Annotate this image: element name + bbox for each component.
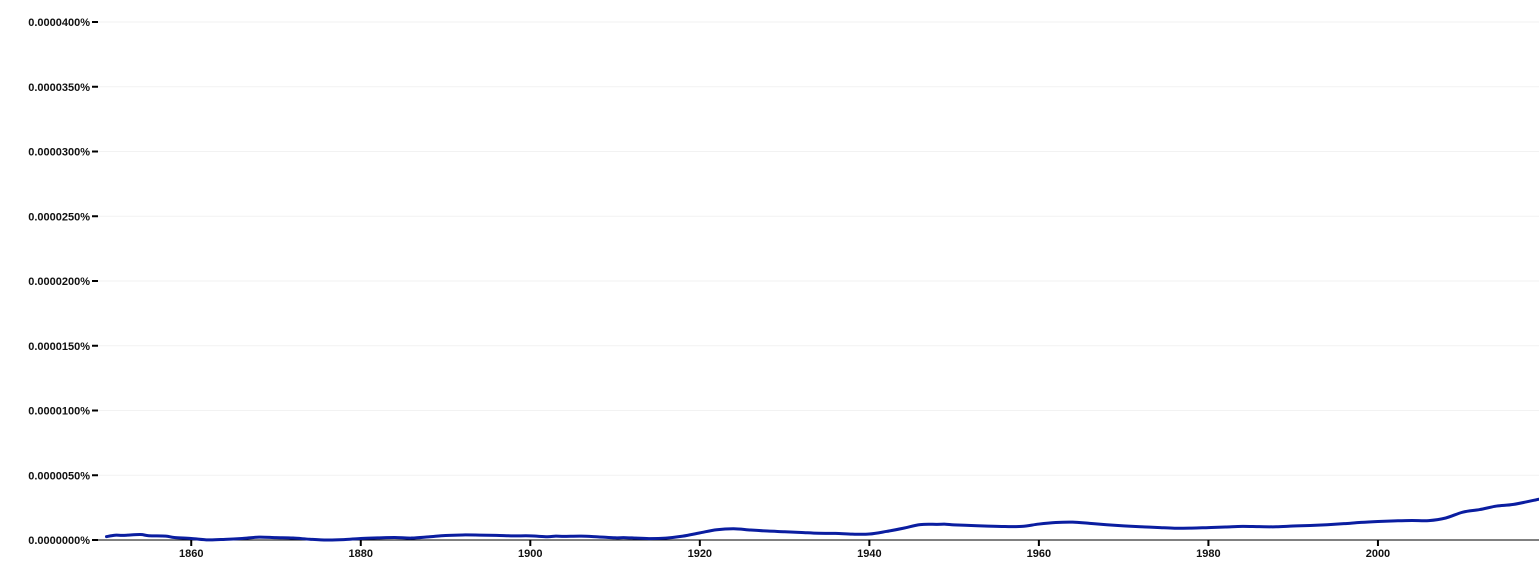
y-tick-label: 0.0000300% bbox=[28, 147, 90, 159]
x-tick-label: 2000 bbox=[1366, 548, 1390, 560]
y-tick-label: 0.0000200% bbox=[28, 276, 90, 288]
x-tick-label: 1880 bbox=[349, 548, 373, 560]
y-tick-label: 0.0000350% bbox=[28, 82, 90, 94]
y-tick-label: 0.0000000% bbox=[28, 535, 90, 547]
y-tick-label: 0.0000400% bbox=[28, 17, 90, 29]
x-tick-label: 1900 bbox=[518, 548, 542, 560]
x-tick-label: 1960 bbox=[1027, 548, 1051, 560]
x-tick-label: 1940 bbox=[857, 548, 881, 560]
x-tick-label: 1980 bbox=[1196, 548, 1220, 560]
y-tick-label: 0.0000150% bbox=[28, 341, 90, 353]
x-tick-label: 1920 bbox=[688, 548, 712, 560]
y-tick-label: 0.0000250% bbox=[28, 211, 90, 223]
series-line-0 bbox=[104, 497, 1539, 542]
series-layer bbox=[104, 497, 1539, 542]
x-tick-label: 1860 bbox=[179, 548, 203, 560]
y-tick-label: 0.0000050% bbox=[28, 470, 90, 482]
axis-layer: 0.0000000% 0.0000050% 0.0000100% 0.0000150%… bbox=[28, 17, 1539, 560]
grid-layer bbox=[98, 21, 1539, 476]
y-tick-label: 0.0000100% bbox=[28, 406, 90, 418]
